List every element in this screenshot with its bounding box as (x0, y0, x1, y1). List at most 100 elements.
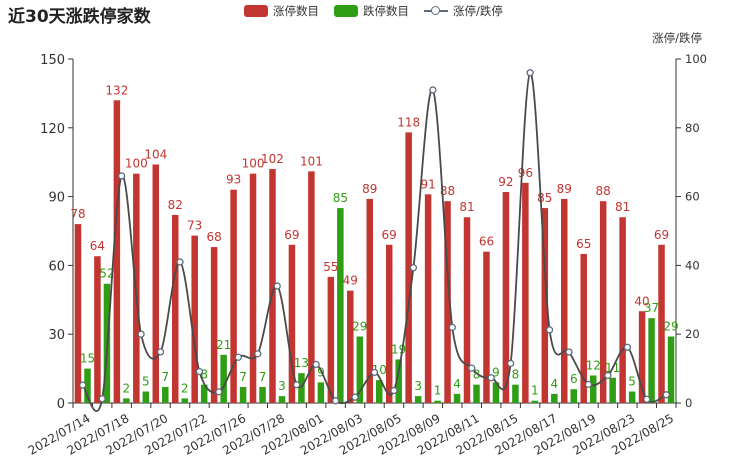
bar-limit-down (181, 398, 188, 403)
data-label-limit-up: 78 (70, 207, 85, 221)
bar-limit-up (638, 311, 646, 403)
y-left-tick-label: 120 (40, 122, 65, 137)
y-right-tick-label: 60 (685, 190, 700, 204)
y-left-tick-label: 0 (57, 397, 65, 412)
data-label-limit-up: 69 (654, 228, 669, 242)
ratio-point (623, 343, 632, 351)
data-label-limit-up: 92 (498, 175, 513, 189)
bar-limit-up (366, 198, 373, 403)
bar-limit-down (570, 389, 578, 403)
bar-limit-up (210, 247, 218, 403)
bar-limit-down (551, 393, 558, 403)
legend-line-marker-icon (424, 5, 448, 17)
bar-limit-up (230, 189, 237, 403)
bar-limit-down (414, 396, 422, 403)
ratio-point (390, 386, 398, 395)
data-label-limit-up: 81 (615, 200, 630, 214)
data-label-limit-up: 89 (557, 182, 572, 196)
data-label-limit-down: 19 (391, 342, 406, 356)
data-label-limit-up: 102 (261, 152, 284, 166)
bar-limit-down (434, 400, 441, 403)
ratio-point (215, 388, 223, 396)
ratio-point (293, 381, 301, 389)
data-label-limit-up: 88 (596, 184, 611, 198)
data-label-limit-down: 4 (550, 377, 558, 391)
data-label-limit-up: 91 (420, 177, 435, 191)
legend-label: 跌停数目 (363, 4, 409, 18)
data-label-limit-up: 132 (105, 83, 128, 97)
data-label-limit-down: 5 (628, 375, 636, 389)
data-label-limit-down: 15 (80, 352, 95, 366)
ratio-point (98, 395, 106, 403)
legend-item-limit-down[interactable]: 跌停数目 (334, 3, 409, 19)
data-label-limit-down: 7 (239, 370, 247, 384)
data-label-limit-down: 8 (473, 368, 481, 382)
bar-limit-down (395, 359, 402, 403)
legend-label: 涨停数目 (273, 4, 319, 18)
data-label-limit-up: 93 (226, 173, 241, 187)
y-right-tick-label: 20 (685, 327, 700, 341)
bar-limit-up (249, 173, 257, 403)
y-right-tick-label: 100 (685, 52, 707, 66)
ratio-point (117, 172, 126, 180)
right-axis-name: 涨停/跌停 (652, 31, 702, 45)
data-label-limit-up: 69 (284, 228, 299, 242)
legend-item-limit-up[interactable]: 涨停数目 (244, 3, 319, 19)
bar-limit-up (599, 201, 607, 403)
data-label-limit-up: 100 (125, 157, 148, 171)
data-label-limit-up: 65 (576, 237, 591, 251)
legend-swatch-red (244, 5, 268, 17)
data-label-limit-down: 12 (586, 358, 601, 372)
data-label-limit-up: 68 (206, 230, 221, 244)
data-label-limit-down: 8 (200, 368, 208, 382)
ratio-point (273, 282, 281, 290)
ratio-point (79, 381, 87, 389)
ratio-point (234, 353, 242, 361)
data-label-limit-down: 13 (294, 356, 309, 370)
bar-limit-up (347, 290, 354, 403)
data-label-limit-down: 1 (434, 384, 442, 398)
y-right-tick-label: 80 (685, 121, 700, 135)
ratio-point (429, 86, 437, 94)
data-label-limit-down: 3 (414, 379, 422, 393)
bar-limit-down (278, 396, 286, 403)
bar-limit-up (463, 217, 471, 403)
data-label-limit-down: 2 (181, 381, 189, 395)
bar-limit-up (74, 224, 82, 403)
data-label-limit-up: 100 (242, 157, 265, 171)
data-label-limit-down: 21 (216, 338, 231, 352)
data-label-limit-down: 2 (123, 381, 131, 395)
data-label-limit-down: 3 (278, 379, 286, 393)
bar-limit-up (658, 244, 665, 403)
bar-limit-down (259, 386, 266, 403)
ratio-point (468, 364, 476, 372)
bar-limit-down (239, 386, 247, 403)
bar-limit-up (580, 253, 587, 403)
ratio-point (526, 69, 534, 77)
bar-limit-up (541, 208, 549, 403)
bar-limit-down (298, 373, 305, 403)
legend-label: 涨停/跌停 (453, 4, 503, 18)
y-left-tick-label: 30 (48, 328, 65, 343)
bar-limit-down (84, 368, 91, 403)
data-label-limit-up: 118 (397, 115, 420, 129)
data-label-limit-down: 7 (259, 370, 267, 384)
bar-limit-up (502, 192, 510, 403)
legend-item-ratio[interactable]: 涨停/跌停 (424, 3, 503, 19)
bar-limit-up (113, 100, 121, 403)
bar-limit-up (327, 276, 335, 403)
ratio-point (156, 348, 165, 356)
y-right-tick-label: 0 (685, 396, 692, 410)
ratio-point (604, 371, 612, 380)
ratio-point (448, 323, 456, 331)
data-label-limit-up: 49 (343, 274, 358, 288)
data-label-limit-up: 96 (518, 166, 533, 180)
data-label-limit-down: 37 (644, 301, 659, 315)
data-label-limit-up: 40 (634, 294, 649, 308)
bar-limit-down (667, 336, 675, 403)
bar-limit-down (220, 354, 227, 403)
data-label-limit-down: 52 (99, 267, 114, 281)
ratio-point (331, 397, 340, 405)
ratio-point (137, 330, 145, 338)
